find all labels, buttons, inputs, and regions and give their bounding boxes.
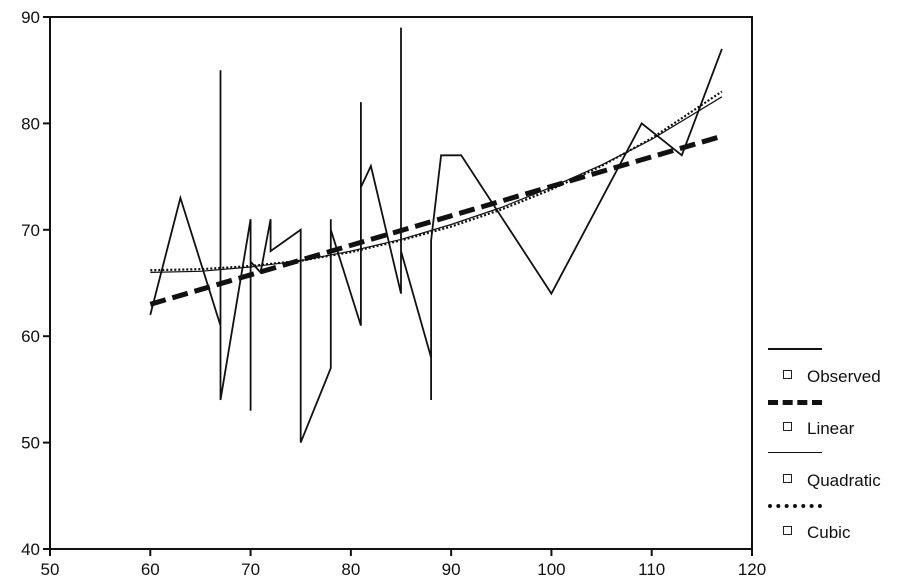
legend-line-quadratic — [768, 452, 822, 453]
legend-line-observed — [768, 348, 822, 350]
y-tick-label: 50 — [21, 434, 40, 453]
legend-item-observed: Observed — [766, 348, 903, 400]
series-line-observed — [149, 27, 723, 443]
x-tick-label: 110 — [638, 560, 665, 579]
legend-label-observed: Observed — [807, 367, 881, 386]
legend-item-linear: Linear — [766, 400, 903, 452]
series-line-linear — [149, 133, 723, 307]
legend: Observed Linear Quadratic Cubic — [766, 348, 903, 556]
y-tick-label: 70 — [21, 221, 40, 240]
x-tick-label: 120 — [738, 560, 766, 579]
x-tick-label: 70 — [241, 560, 260, 579]
y-tick-label: 60 — [21, 327, 40, 346]
x-tick-label: 90 — [442, 560, 461, 579]
legend-marker-observed — [783, 370, 792, 379]
legend-line-linear — [768, 400, 822, 405]
x-tick-label: 100 — [537, 560, 565, 579]
y-tick-label: 40 — [21, 540, 40, 559]
legend-marker-cubic — [783, 526, 792, 535]
x-tick-label: 50 — [41, 560, 60, 579]
legend-line-cubic — [768, 504, 822, 508]
legend-marker-quadratic — [783, 474, 792, 483]
legend-label-quadratic: Quadratic — [807, 471, 881, 490]
plot-frame — [49, 16, 753, 550]
x-tick-label: 80 — [341, 560, 360, 579]
series-line-quadratic — [150, 96, 723, 273]
legend-item-quadratic: Quadratic — [766, 452, 903, 504]
series-line-cubic — [150, 90, 723, 272]
x-tick-label: 60 — [141, 560, 160, 579]
legend-label-cubic: Cubic — [807, 523, 851, 542]
legend-marker-linear — [783, 422, 792, 431]
legend-item-cubic: Cubic — [766, 504, 903, 556]
y-tick-label: 90 — [21, 8, 40, 27]
y-tick-label: 80 — [21, 114, 40, 133]
legend-label-linear: Linear — [807, 419, 855, 438]
